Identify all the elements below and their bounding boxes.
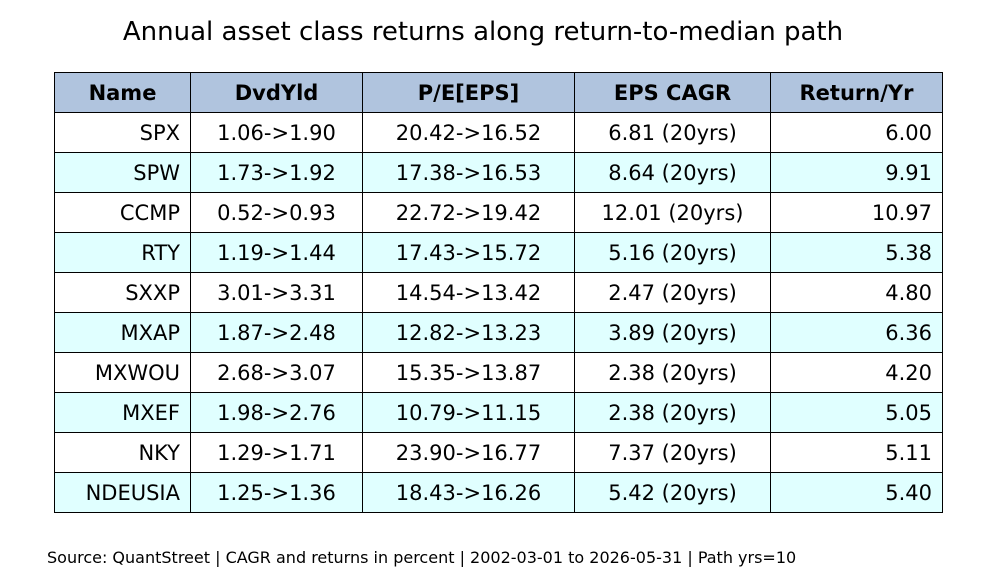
cell-dvdyld: 1.98->2.76	[190, 392, 363, 433]
cell-return-per-year: 6.00	[770, 112, 943, 153]
table-row: MXEF 1.98->2.76 10.79->11.15 2.38 (20yrs) 5.…	[54, 392, 943, 433]
table-row: SPW 1.73->1.92 17.38->16.53 8.64 (20yrs) 9.9…	[54, 152, 943, 193]
cell-eps-cagr: 12.01 (20yrs)	[574, 192, 771, 233]
cell-dvdyld: 1.06->1.90	[190, 112, 363, 153]
cell-dvdyld: 1.19->1.44	[190, 232, 363, 273]
cell-name: NDEUSIA	[54, 472, 191, 513]
cell-name: SPW	[54, 152, 191, 193]
cell-pe-eps: 10.79->11.15	[362, 392, 575, 433]
cell-eps-cagr: 3.89 (20yrs)	[574, 312, 771, 353]
cell-pe-eps: 14.54->13.42	[362, 272, 575, 313]
cell-dvdyld: 3.01->3.31	[190, 272, 363, 313]
cell-return-per-year: 5.11	[770, 432, 943, 473]
cell-pe-eps: 23.90->16.77	[362, 432, 575, 473]
column-header-return-per-year: Return/Yr	[770, 72, 943, 113]
table-row: SXXP 3.01->3.31 14.54->13.42 2.47 (20yrs) 4.…	[54, 272, 943, 313]
cell-name: MXEF	[54, 392, 191, 433]
cell-pe-eps: 18.43->16.26	[362, 472, 575, 513]
cell-pe-eps: 20.42->16.52	[362, 112, 575, 153]
cell-return-per-year: 10.97	[770, 192, 943, 233]
returns-table: Name DvdYld P/E[EPS] EPS CAGR Return/Yr …	[54, 72, 943, 513]
cell-name: CCMP	[54, 192, 191, 233]
cell-eps-cagr: 8.64 (20yrs)	[574, 152, 771, 193]
cell-eps-cagr: 6.81 (20yrs)	[574, 112, 771, 153]
cell-dvdyld: 2.68->3.07	[190, 352, 363, 393]
cell-dvdyld: 0.52->0.93	[190, 192, 363, 233]
cell-name: NKY	[54, 432, 191, 473]
cell-eps-cagr: 2.47 (20yrs)	[574, 272, 771, 313]
cell-dvdyld: 1.29->1.71	[190, 432, 363, 473]
cell-return-per-year: 5.40	[770, 472, 943, 513]
cell-return-per-year: 5.38	[770, 232, 943, 273]
column-header-pe-eps: P/E[EPS]	[362, 72, 575, 113]
cell-pe-eps: 22.72->19.42	[362, 192, 575, 233]
cell-pe-eps: 15.35->13.87	[362, 352, 575, 393]
column-header-eps-cagr: EPS CAGR	[574, 72, 771, 113]
cell-name: MXWOU	[54, 352, 191, 393]
cell-dvdyld: 1.73->1.92	[190, 152, 363, 193]
cell-pe-eps: 17.38->16.53	[362, 152, 575, 193]
cell-return-per-year: 4.20	[770, 352, 943, 393]
table-row: MXAP 1.87->2.48 12.82->13.23 3.89 (20yrs) 6.…	[54, 312, 943, 353]
cell-eps-cagr: 2.38 (20yrs)	[574, 392, 771, 433]
table-row: NKY 1.29->1.71 23.90->16.77 7.37 (20yrs) 5.1…	[54, 432, 943, 473]
cell-pe-eps: 17.43->15.72	[362, 232, 575, 273]
table-row: SPX 1.06->1.90 20.42->16.52 6.81 (20yrs) 6.0…	[54, 112, 943, 153]
cell-name: SPX	[54, 112, 191, 153]
cell-return-per-year: 6.36	[770, 312, 943, 353]
cell-name: MXAP	[54, 312, 191, 353]
cell-eps-cagr: 5.16 (20yrs)	[574, 232, 771, 273]
chart-title: Annual asset class returns along return-…	[122, 17, 844, 47]
cell-return-per-year: 5.05	[770, 392, 943, 433]
column-header-dvdyld: DvdYld	[190, 72, 363, 113]
cell-return-per-year: 4.80	[770, 272, 943, 313]
table-row: RTY 1.19->1.44 17.43->15.72 5.16 (20yrs) 5.3…	[54, 232, 943, 273]
cell-eps-cagr: 5.42 (20yrs)	[574, 472, 771, 513]
cell-name: RTY	[54, 232, 191, 273]
source-footnote: Source: QuantStreet | CAGR and returns i…	[47, 548, 797, 567]
column-header-name: Name	[54, 72, 191, 113]
cell-dvdyld: 1.87->2.48	[190, 312, 363, 353]
cell-pe-eps: 12.82->13.23	[362, 312, 575, 353]
cell-return-per-year: 9.91	[770, 152, 943, 193]
table-row: NDEUSIA 1.25->1.36 18.43->16.26 5.42 (20yrs…	[54, 472, 943, 513]
cell-eps-cagr: 2.38 (20yrs)	[574, 352, 771, 393]
table-body: SPX 1.06->1.90 20.42->16.52 6.81 (20yrs) 6.0…	[54, 112, 943, 513]
cell-dvdyld: 1.25->1.36	[190, 472, 363, 513]
table-row: MXWOU 2.68->3.07 15.35->13.87 2.38 (20yrs) 4…	[54, 352, 943, 393]
cell-eps-cagr: 7.37 (20yrs)	[574, 432, 771, 473]
header-row: Name DvdYld P/E[EPS] EPS CAGR Return/Yr	[54, 72, 943, 113]
table-row: CCMP 0.52->0.93 22.72->19.42 12.01 (20yrs) 1…	[54, 192, 943, 233]
cell-name: SXXP	[54, 272, 191, 313]
